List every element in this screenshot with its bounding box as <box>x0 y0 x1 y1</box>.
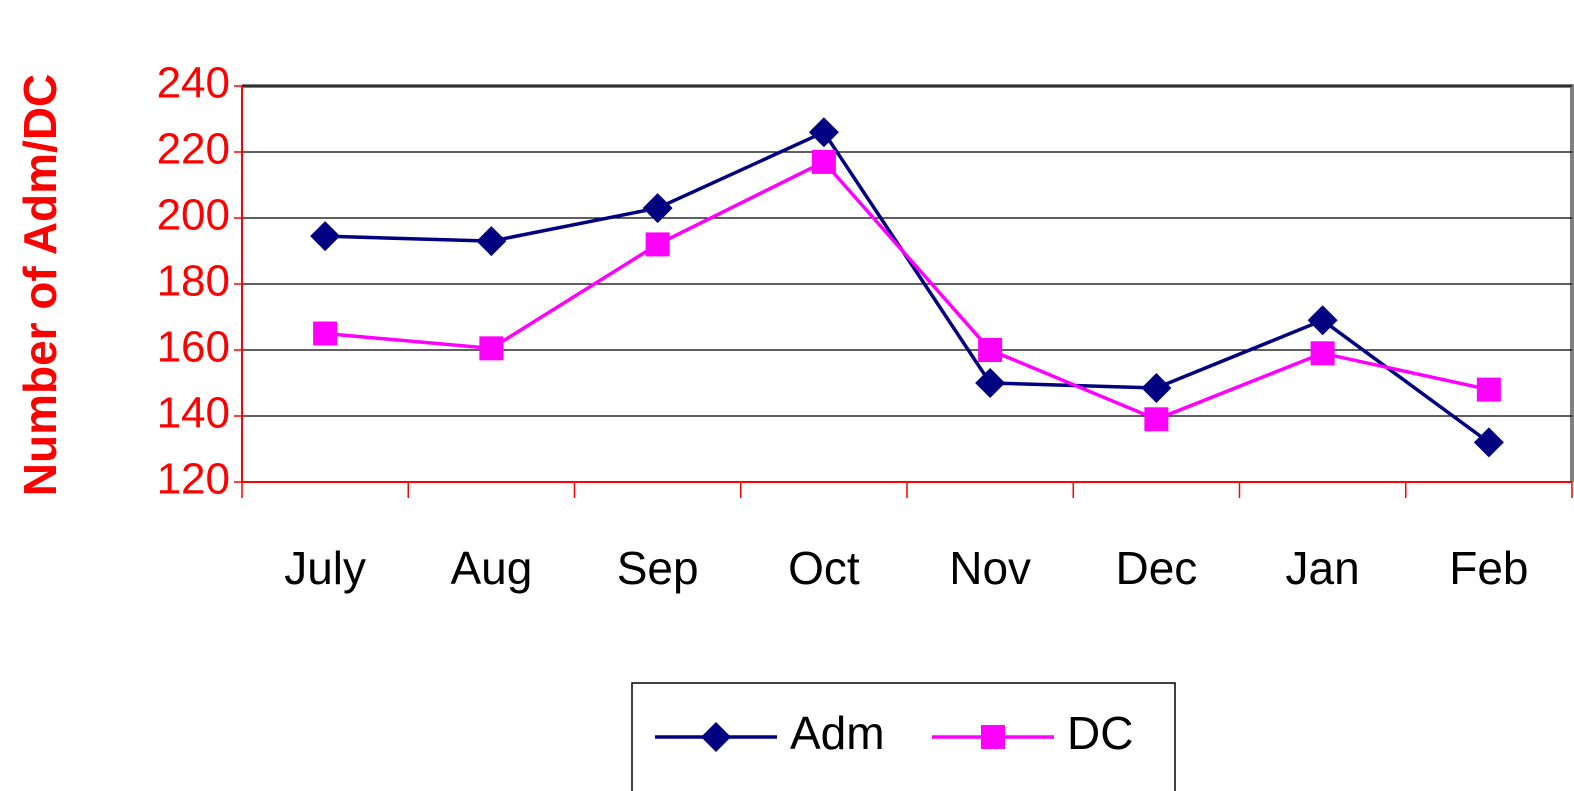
data-point <box>310 221 341 252</box>
x-tick-label: Feb <box>1449 542 1528 594</box>
data-point <box>645 232 670 257</box>
x-tick-label: July <box>284 542 366 594</box>
y-tick-label: 200 <box>157 191 230 240</box>
legend-label: DC <box>1067 707 1133 759</box>
y-tick-label: 220 <box>157 125 230 174</box>
x-tick-label: Oct <box>788 542 860 594</box>
data-point <box>1476 377 1501 402</box>
data-point <box>1141 372 1172 403</box>
data-point <box>1473 427 1504 458</box>
data-point <box>811 149 836 174</box>
data-point <box>978 338 1003 362</box>
data-point <box>1310 341 1335 366</box>
data-point <box>476 226 507 257</box>
data-point <box>1307 305 1338 336</box>
x-tick-label: Dec <box>1115 542 1197 594</box>
legend-marker <box>701 722 731 752</box>
y-axis-title: Number of Adm/DC <box>14 74 66 497</box>
data-point <box>975 368 1006 398</box>
y-tick-label: 160 <box>157 323 230 372</box>
legend-marker <box>981 725 1005 749</box>
x-tick-label: Aug <box>450 542 532 594</box>
data-point <box>1144 407 1169 432</box>
data-point <box>313 321 338 346</box>
series-line <box>324 159 1490 422</box>
y-tick-label: 180 <box>157 257 230 306</box>
y-tick-label: 140 <box>157 389 230 438</box>
x-tick-label: Jan <box>1286 542 1360 594</box>
x-tick-label: Nov <box>949 542 1031 594</box>
data-point <box>808 117 839 148</box>
y-tick-label: 120 <box>157 455 230 504</box>
data-point <box>479 336 504 361</box>
y-tick-label: 240 <box>157 59 230 108</box>
data-point <box>642 193 673 224</box>
legend-label: Adm <box>790 707 885 759</box>
x-tick-label: Sep <box>617 542 699 594</box>
